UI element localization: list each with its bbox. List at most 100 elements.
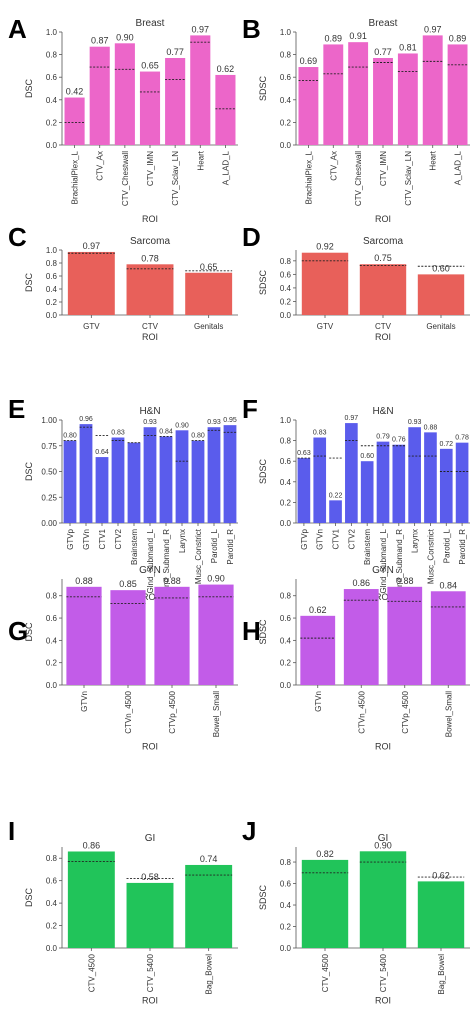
panel-e-bar <box>207 427 221 523</box>
panel-b-ytick-label: 0.6 <box>280 73 292 82</box>
panel-g-xtick-label: CTVn_4500 <box>124 690 133 733</box>
panel-j-xlabel: ROI <box>375 996 391 1006</box>
panel-a-bar <box>165 57 186 145</box>
panel-j-ytick-label: 0.4 <box>280 901 292 910</box>
panel-j-ytick-label: 0.2 <box>280 923 292 932</box>
panel-h-value-label: 0.84 <box>439 580 457 590</box>
panel-j-ytick-label: 0.8 <box>280 858 292 867</box>
panel-a-value-label: 0.62 <box>217 64 235 74</box>
panel-f-value-label: 0.97 <box>345 415 359 422</box>
panel-i-ytick-label: 0.0 <box>46 944 58 953</box>
panel-a-ytick-label: 0.4 <box>46 96 58 105</box>
panel-i-bar <box>185 864 233 948</box>
panel-g-title: GYN <box>139 565 161 576</box>
chart-panel-h: H GYN 0.0 0.2 0.4 0.6 0.8 SDSC 0.62 GTVn 0.86 CTVn_… <box>242 565 470 751</box>
panel-f-xtick-label: Musc_Constrict <box>426 528 435 584</box>
panel-f-ytick-label: 0.2 <box>280 498 292 507</box>
panel-f-letter: F <box>242 394 258 424</box>
panel-h-bar <box>300 615 336 685</box>
panel-h-ytick-label: 0.4 <box>280 636 292 645</box>
panel-a-value-label: 0.90 <box>116 32 134 42</box>
panel-b-value-label: 0.69 <box>300 56 318 66</box>
panel-i-title: GI <box>145 833 156 844</box>
panel-a-xtick-label: A_LAD_L <box>221 150 230 185</box>
panel-f-value-label: 0.93 <box>408 419 422 426</box>
panel-b-bar <box>323 44 344 145</box>
panel-f-xtick-label: Larynx <box>411 529 420 553</box>
chart-panel-c: C Sarcoma 0.0 0.2 0.4 0.6 0.8 1.0 DSC 0.97 GTV 0.78… <box>8 222 238 342</box>
panel-a-ytick-label: 0.0 <box>46 141 58 150</box>
panel-e-ytick-label: 0.25 <box>41 493 57 502</box>
panel-a-bar <box>215 74 236 145</box>
panel-i-ytick-label: 0.4 <box>46 899 58 908</box>
panel-a-xtick-label: CTV_Chestwall <box>121 151 130 206</box>
panel-c-bar <box>67 251 115 315</box>
panel-e-value-label: 0.96 <box>79 416 93 423</box>
panel-f-xtick-label: GTVn <box>316 529 325 550</box>
panel-h-xlabel: ROI <box>375 741 391 751</box>
panel-e-bar <box>63 440 77 523</box>
panel-b-ytick-label: 0.0 <box>280 141 292 150</box>
panel-f-ylabel: SDSC <box>258 459 268 485</box>
panel-e-value-label: 0.93 <box>207 419 221 426</box>
panel-f-value-label: 0.63 <box>297 450 311 457</box>
panel-g-letter: G <box>8 616 28 646</box>
panel-i-value-label: 0.86 <box>83 840 101 850</box>
panel-e-bar <box>143 427 157 523</box>
panel-g-xlabel: ROI <box>142 741 158 751</box>
panel-b-value-label: 0.77 <box>374 47 392 57</box>
panel-a-ytick-label: 0.8 <box>46 51 58 60</box>
panel-j-ytick-label: 0.6 <box>280 880 292 889</box>
panel-f-xtick-label: Parotid_R <box>458 529 467 565</box>
panel-f-value-label: 0.22 <box>329 492 343 499</box>
panel-h-xtick-label: CTVp_4500 <box>401 690 410 733</box>
panel-g-bar <box>66 586 102 685</box>
panel-d-ytick-label: 0.8 <box>280 257 292 266</box>
chart-panel-i: I GI 0.0 0.2 0.4 0.6 0.8 DSC 0.86 CTV_4500 0.58 CTV… <box>8 816 238 1006</box>
panel-h-ytick-label: 0.6 <box>280 614 292 623</box>
panel-c-ylabel: DSC <box>24 273 34 293</box>
chart-panel-f: F H&N 0.0 0.2 0.4 0.6 0.8 1.0 SDSC 0.63 GTVp 0.83 GT… <box>242 394 470 602</box>
panel-a-bar <box>89 46 110 145</box>
panel-a-bar <box>64 97 85 145</box>
panel-j-ytick-label: 0.0 <box>280 944 292 953</box>
panel-e-value-label: 0.80 <box>191 433 205 440</box>
panel-e-value-label: 0.80 <box>63 433 77 440</box>
panel-b-value-label: 0.97 <box>424 24 442 34</box>
panel-i-ytick-label: 0.6 <box>46 877 58 886</box>
panel-e-value-label: 0.84 <box>159 428 173 435</box>
panel-a-value-label: 0.42 <box>66 87 84 97</box>
panel-g-value-label: 0.90 <box>207 574 225 584</box>
panel-d-value-label: 0.92 <box>316 242 334 252</box>
panel-c-ytick-label: 0.4 <box>46 285 58 294</box>
panel-e-xtick-label: GTVp <box>66 528 75 549</box>
panel-f-xtick-label: CTV2 <box>347 528 356 549</box>
panel-d-ylabel: SDSC <box>258 270 268 296</box>
panel-b-value-label: 0.89 <box>449 33 467 43</box>
panel-b-ytick-label: 1.0 <box>280 28 292 37</box>
panel-i-ylabel: DSC <box>24 888 34 908</box>
panel-b-xtick-label: BrachialPlex_L <box>304 150 313 204</box>
panel-f-bar <box>360 461 374 523</box>
panel-b-bar <box>397 53 418 145</box>
panel-g-bar <box>198 584 234 685</box>
panel-i-letter: I <box>8 816 15 846</box>
panel-d-bar <box>417 274 465 315</box>
panel-b-title: Breast <box>369 18 398 29</box>
panel-i-bar <box>126 882 174 948</box>
panel-b-value-label: 0.81 <box>399 42 417 52</box>
panel-c-xtick-label: GTV <box>83 322 100 331</box>
panel-f-value-label: 0.60 <box>360 453 374 460</box>
panel-g-bar <box>154 586 190 685</box>
panel-e-bar <box>95 457 109 523</box>
panel-i-xtick-label: Bag_Bowel <box>205 954 214 995</box>
panel-a-letter: A <box>8 14 27 44</box>
panel-g-ytick-label: 0.6 <box>46 614 58 623</box>
panel-e-xtick-label: Glnd_Submand_R <box>162 529 171 595</box>
panel-a-ylabel: DSC <box>24 79 34 99</box>
panel-c-ytick-label: 0.8 <box>46 259 58 268</box>
panel-j-xtick-label: CTV_4500 <box>321 953 330 992</box>
panel-c-xlabel: ROI <box>142 332 158 342</box>
panel-e-xtick-label: Larynx <box>178 529 187 553</box>
